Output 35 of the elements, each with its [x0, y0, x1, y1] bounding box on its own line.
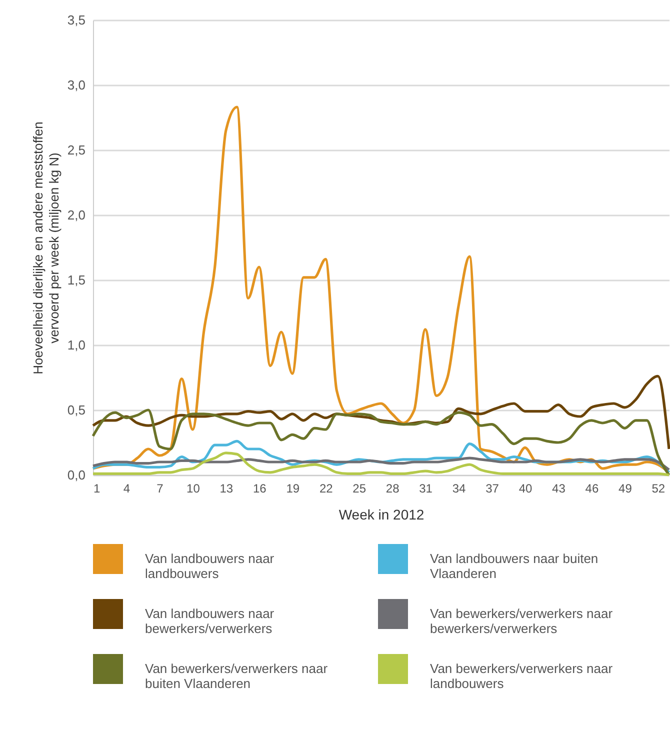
x-tick-label: 52	[652, 482, 666, 496]
x-tick-label: 46	[585, 482, 599, 496]
x-tick-label: 28	[386, 482, 400, 496]
x-tick-label: 16	[252, 482, 267, 496]
legend-label: Van bewerkers/verwerkers naar bewerkers/verwerkers	[430, 606, 614, 636]
x-tick-label: 7	[156, 482, 164, 496]
legend-label: Van bewerkers/verwerkers naar landbouwers	[430, 661, 614, 691]
line-series	[92, 456, 670, 472]
y-tick-label: 3,0	[67, 78, 86, 92]
y-tick-label: 0,5	[67, 402, 86, 418]
x-tick-label: 40	[518, 482, 532, 496]
y-tick-label: 2,0	[67, 208, 86, 222]
y-axis-title: Hoeveelheid dierlijke en andere meststoffen vervoerd per week (miljoen kg N)	[30, 122, 62, 374]
x-tick-label: 49	[618, 482, 632, 496]
x-tick-label: 4	[123, 482, 130, 496]
x-tick-label: 13	[220, 482, 234, 496]
legend-label: Van landbouwers naar bewerkers/verwerkers	[145, 606, 275, 636]
y-tick-label: 1,0	[67, 338, 86, 352]
y-tick-label: 3,5	[67, 12, 86, 28]
x-axis-title: Week in 2012	[338, 506, 424, 522]
x-tick-label: 31	[419, 482, 433, 496]
x-tick-label: 34	[452, 482, 466, 496]
x-tick-label: 1	[94, 482, 100, 496]
legend-label: Van landbouwers naar buiten Vlaanderen	[430, 551, 598, 581]
y-tick-label: 2,5	[67, 142, 86, 158]
y-tick-label: 0,0	[67, 468, 86, 482]
y-tick-label: 1,5	[67, 272, 86, 288]
x-tick-label: 10	[186, 482, 200, 496]
x-tick-label: 37	[486, 482, 500, 496]
legend-label: Van bewerkers/verwerkers naar buiten Vlaanderen	[145, 661, 328, 691]
legend-label: Van landbouwers naar landbouwers	[145, 551, 275, 581]
x-tick-label: 19	[286, 482, 300, 496]
x-tick-label: 25	[352, 482, 366, 496]
x-tick-label: 22	[319, 482, 334, 496]
x-tick-label: 43	[552, 482, 566, 496]
